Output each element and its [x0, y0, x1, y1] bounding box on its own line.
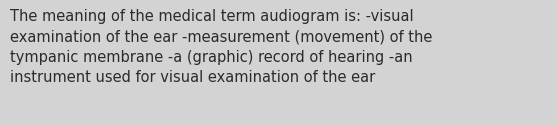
Text: The meaning of the medical term audiogram is: -visual
examination of the ear -me: The meaning of the medical term audiogra… [10, 9, 432, 85]
